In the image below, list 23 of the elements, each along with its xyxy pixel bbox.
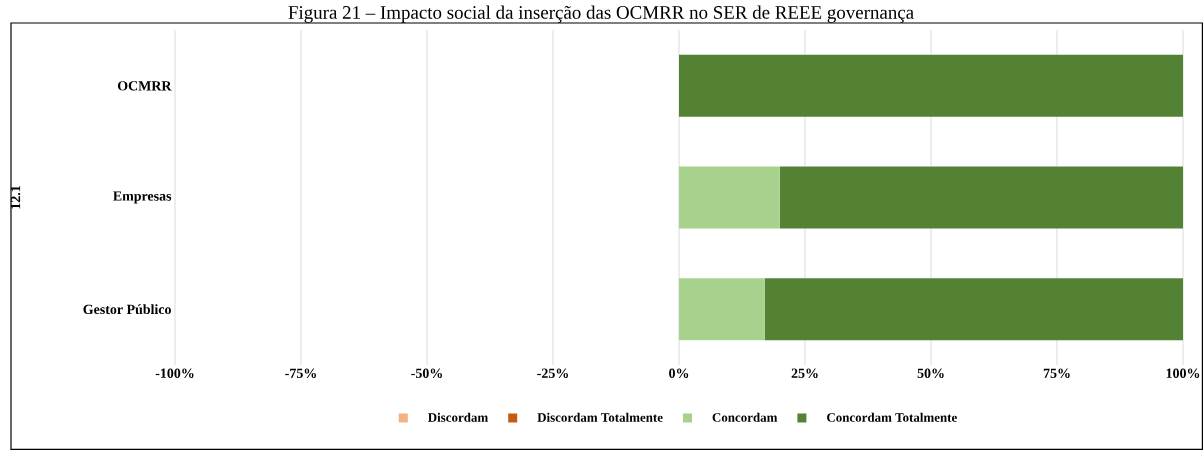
y-tick-label: OCMRR xyxy=(117,81,172,91)
legend-label: Discordam Totalmente xyxy=(537,412,663,422)
x-tick-label: 100% xyxy=(1166,368,1200,378)
x-tick-label: 50% xyxy=(917,368,944,378)
chart-title: Figura 21 – Impacto social da inserção das OCMRR no SER de REEE governança xyxy=(288,5,914,23)
legend-label: Concordam xyxy=(712,412,778,422)
bar xyxy=(764,278,1184,341)
x-tick-label: -50% xyxy=(411,368,442,378)
x-tick-label: 75% xyxy=(1043,368,1070,378)
x-tick-label: -25% xyxy=(537,368,568,378)
y-tick-label: Empresas xyxy=(113,191,172,204)
legend-label: Discordam xyxy=(428,412,488,422)
bar xyxy=(679,166,780,229)
x-tick-label: -75% xyxy=(285,368,316,378)
x-tick-label: -100% xyxy=(155,368,194,378)
bar xyxy=(679,278,765,341)
y-tick-label: Gestor Público xyxy=(83,304,171,315)
legend-label: Concordam Totalmente xyxy=(827,412,957,422)
y-axis-title: 12.1 xyxy=(10,186,21,209)
bar xyxy=(779,166,1184,229)
x-tick-label: 25% xyxy=(791,368,818,378)
x-tick-label: 0% xyxy=(669,368,689,378)
bar xyxy=(679,54,1184,117)
